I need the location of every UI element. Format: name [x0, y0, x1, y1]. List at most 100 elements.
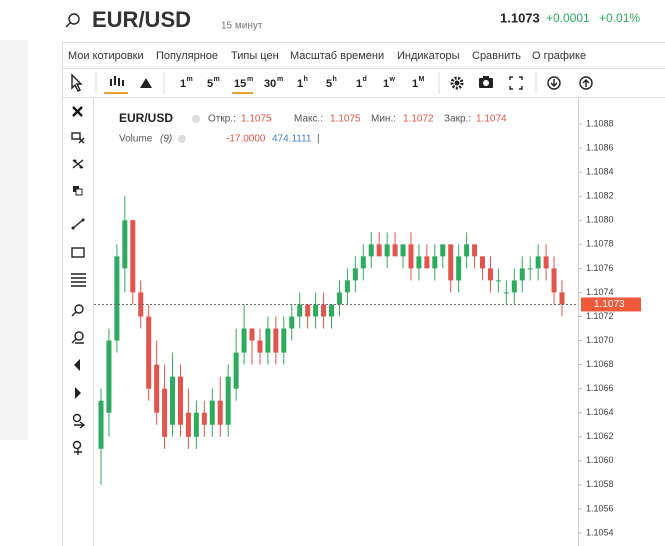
- area-type[interactable]: [140, 78, 152, 88]
- price: 1.1073: [500, 10, 540, 25]
- save-icon[interactable]: [579, 76, 593, 90]
- menu-item[interactable]: О графике: [532, 50, 586, 62]
- zoom-in-tool[interactable]: [71, 304, 84, 317]
- candle-body: [360, 256, 366, 269]
- y-tick-label: 1.1066: [586, 383, 614, 393]
- menu-item[interactable]: Масштаб времени: [290, 50, 384, 62]
- legend-volume-period: (9): [160, 134, 172, 145]
- y-tick-label: 1.1060: [586, 455, 614, 465]
- timeframe[interactable]: 30 m: [264, 76, 283, 90]
- candle-body: [289, 316, 295, 329]
- clone-tool[interactable]: [73, 186, 83, 196]
- candle-body: [225, 376, 231, 425]
- settings-icon[interactable]: [450, 76, 464, 90]
- reset-tool[interactable]: [72, 440, 83, 456]
- search-icon[interactable]: [65, 13, 80, 28]
- candle-body: [368, 244, 374, 257]
- screenshot-icon[interactable]: [479, 76, 493, 88]
- timeframe-number: 1: [180, 78, 186, 90]
- candle-body: [424, 256, 430, 269]
- load-icon[interactable]: [547, 76, 561, 90]
- candle-body: [551, 268, 557, 293]
- menu-item[interactable]: Типы цен: [231, 50, 279, 62]
- y-tick-label: 1.1076: [586, 263, 614, 273]
- candle-body: [177, 376, 183, 425]
- y-tick-label: 1.1078: [586, 239, 614, 249]
- left-tools: [71, 106, 86, 456]
- active-underline: [232, 92, 253, 94]
- line-tool[interactable]: [71, 218, 85, 230]
- pattern-tool[interactable]: [72, 159, 84, 169]
- candle-body: [384, 244, 390, 257]
- candles-type[interactable]: [104, 76, 128, 94]
- candle-body: [122, 220, 128, 269]
- fib-tool[interactable]: [71, 273, 86, 287]
- timeframe-unit: m: [277, 76, 283, 83]
- timeframe-number: 5: [207, 78, 213, 90]
- cursor-tool[interactable]: [71, 73, 83, 92]
- scroll-right[interactable]: [75, 387, 81, 399]
- eye-icon[interactable]: [178, 135, 186, 143]
- menu-item[interactable]: Индикаторы: [397, 50, 460, 62]
- scroll-left[interactable]: [74, 359, 80, 371]
- legend-low: 1.1072: [403, 114, 434, 125]
- symbol: EUR/USD: [92, 7, 191, 32]
- legend-close: 1.1074: [476, 114, 507, 125]
- candle-body: [376, 244, 382, 257]
- candle-body: [241, 328, 247, 353]
- candle-body: [162, 388, 168, 437]
- candle-body: [543, 256, 549, 269]
- candle-body: [559, 292, 565, 305]
- candle-body: [193, 412, 199, 437]
- timeframe-number: 1: [356, 78, 362, 90]
- timeframe[interactable]: 15 m: [232, 76, 253, 94]
- change-pct: +0.01%: [599, 11, 640, 25]
- eye-icon[interactable]: [192, 115, 200, 123]
- timeframe-unit: M: [419, 76, 425, 83]
- menu-item[interactable]: Популярное: [156, 50, 218, 62]
- legend-symbol: EUR/USD: [119, 111, 173, 125]
- timeframe-unit: d: [363, 76, 367, 83]
- legend-high-label: Макс.:: [294, 114, 323, 125]
- candle-body: [527, 268, 533, 270]
- candle-body: [456, 256, 462, 281]
- timeframe-unit: h: [304, 76, 308, 83]
- candle-body: [321, 304, 327, 317]
- y-tick-label: 1.1056: [586, 503, 614, 513]
- rect-tool[interactable]: [71, 247, 85, 258]
- remove-tool[interactable]: [72, 106, 83, 117]
- candle-body: [408, 244, 414, 269]
- candle-body: [154, 364, 160, 413]
- candle-body: [392, 244, 398, 257]
- magnet-tool[interactable]: [72, 413, 86, 429]
- candle-body: [432, 256, 438, 269]
- legend-low-label: Мин.:: [371, 114, 396, 125]
- remove-drawings[interactable]: [71, 132, 85, 144]
- candle-body: [201, 412, 207, 425]
- candle-body: [185, 412, 191, 437]
- candle-body: [344, 280, 350, 293]
- y-tick-label: 1.1068: [586, 359, 614, 369]
- zoom-out-tool[interactable]: [71, 331, 84, 344]
- timeframe-number: 1: [383, 78, 389, 90]
- candle-body: [535, 256, 541, 269]
- fullscreen-icon[interactable]: [509, 76, 523, 90]
- timeframe-unit: m: [214, 76, 220, 83]
- y-tick-label: 1.1072: [586, 311, 614, 321]
- menu-item[interactable]: Сравнить: [472, 50, 521, 62]
- candle-body: [138, 292, 144, 317]
- candle-body: [305, 304, 311, 317]
- y-tick-label: 1.1088: [586, 118, 614, 128]
- menu-item[interactable]: Мои котировки: [68, 50, 144, 62]
- candle-body: [464, 244, 470, 257]
- candle-body: [416, 256, 422, 269]
- timeframe-unit: m: [247, 76, 253, 83]
